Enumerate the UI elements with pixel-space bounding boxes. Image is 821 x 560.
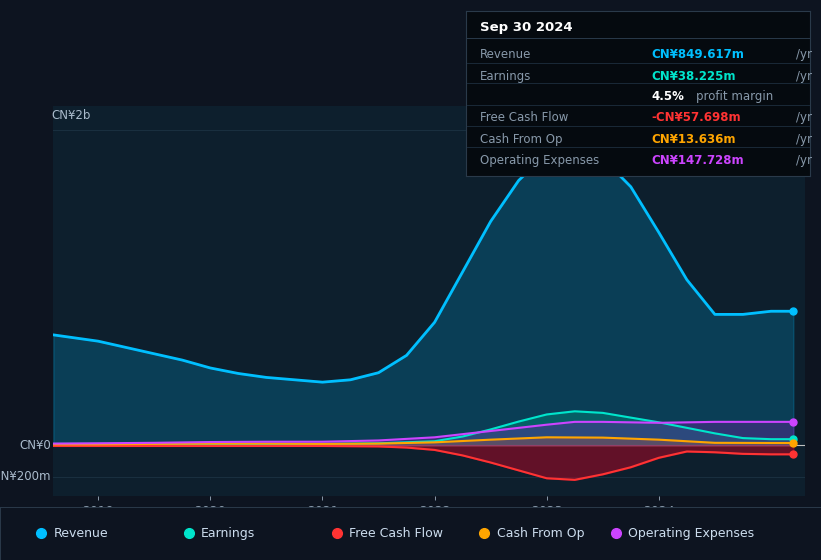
Text: CN¥0: CN¥0 [20, 438, 51, 452]
Text: CN¥13.636m: CN¥13.636m [652, 133, 736, 146]
Text: /yr: /yr [796, 154, 812, 167]
Text: 4.5%: 4.5% [652, 90, 685, 103]
Text: Operating Expenses: Operating Expenses [480, 154, 599, 167]
Text: Revenue: Revenue [480, 48, 531, 60]
Text: Earnings: Earnings [480, 70, 531, 83]
Text: Sep 30 2024: Sep 30 2024 [480, 21, 573, 34]
Text: CN¥147.728m: CN¥147.728m [652, 154, 745, 167]
Text: Revenue: Revenue [53, 527, 108, 540]
Text: Earnings: Earnings [201, 527, 255, 540]
Text: CN¥38.225m: CN¥38.225m [652, 70, 736, 83]
Text: Cash From Op: Cash From Op [497, 527, 585, 540]
Text: -CN¥57.698m: -CN¥57.698m [652, 111, 741, 124]
Text: Cash From Op: Cash From Op [480, 133, 562, 146]
Text: CN¥849.617m: CN¥849.617m [652, 48, 745, 60]
Text: /yr: /yr [796, 111, 812, 124]
Text: /yr: /yr [796, 133, 812, 146]
Text: Free Cash Flow: Free Cash Flow [349, 527, 443, 540]
Text: Operating Expenses: Operating Expenses [628, 527, 754, 540]
Text: /yr: /yr [796, 48, 812, 60]
Text: CN¥2b: CN¥2b [51, 109, 90, 122]
Text: -CN¥200m: -CN¥200m [0, 470, 51, 483]
Text: Free Cash Flow: Free Cash Flow [480, 111, 568, 124]
Text: /yr: /yr [796, 70, 812, 83]
Text: profit margin: profit margin [696, 90, 773, 103]
